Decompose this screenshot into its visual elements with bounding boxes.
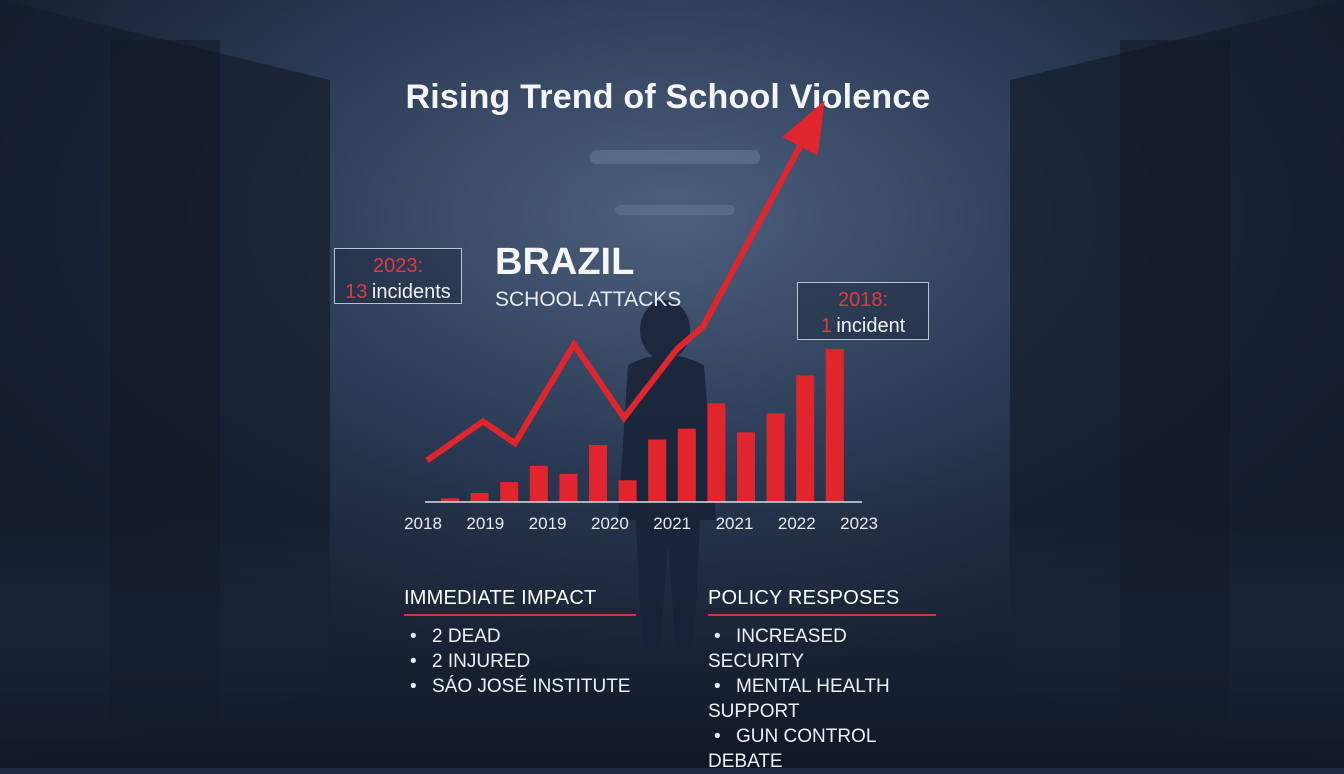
bar — [677, 428, 696, 502]
bar — [559, 473, 578, 502]
panel-impact: IMMEDIATE IMPACT • 2 DEAD • 2 INJURED • SÁO… — [404, 587, 636, 699]
bar — [648, 439, 667, 502]
x-tick-label: 2021 — [653, 514, 691, 533]
bar — [589, 444, 607, 502]
bullet-icon: • — [714, 626, 721, 647]
brand-block: BRAZIL SCHOOL ATTACKS — [495, 240, 681, 312]
bullet-icon: • — [410, 626, 417, 647]
list-item: • INCREASED SECURITY — [708, 626, 847, 672]
bar — [766, 413, 785, 502]
callout-2023-year: 2023: — [372, 255, 424, 277]
x-tick-label: 2020 — [591, 514, 629, 533]
trend-arrowhead — [782, 100, 825, 156]
bar — [618, 480, 637, 502]
bullet-icon: • — [410, 676, 417, 697]
bar — [825, 349, 844, 502]
list-item: • SÁO JOSÉ INSTITUTE — [404, 674, 636, 699]
panel-policy-heading: POLICY RESPOSES — [708, 587, 936, 616]
bar-series — [441, 349, 844, 502]
bar — [737, 432, 755, 502]
brand-country: BRAZIL — [495, 241, 635, 283]
callout-2018: 2018: 1 incident — [797, 282, 929, 340]
x-tick-label: 2019 — [529, 514, 567, 533]
trend-line — [425, 144, 803, 463]
bar — [441, 498, 459, 502]
callout-2023-count: 13 — [345, 281, 368, 303]
callout-2018-year: 2018: — [837, 289, 889, 311]
x-tick-label: 2019 — [466, 514, 504, 533]
bar — [529, 465, 548, 502]
panel-policy: POLICY RESPOSES • INCREASED SECURITY • MEN… — [708, 587, 936, 774]
bar — [796, 375, 815, 502]
bullet-icon: • — [410, 651, 417, 672]
callout-2018-count: 1 — [820, 315, 832, 337]
x-tick-label: 2021 — [716, 514, 754, 533]
bar — [707, 403, 726, 502]
callout-2023-label: incidents — [371, 281, 451, 303]
bar — [470, 492, 489, 502]
callout-2023: 2023: 13 incidents — [334, 248, 462, 304]
list-item: • MENTAL HEALTH SUPPORT — [708, 676, 890, 722]
bar — [500, 482, 519, 502]
list-item: • GUN CONTROL DEBATE — [708, 726, 876, 772]
x-tick-label: 2023 — [840, 514, 878, 533]
x-tick-label: 2018 — [404, 514, 442, 533]
x-axis-ticks: 2018 2019 2019 2020 2021 2021 2022 2023 — [404, 514, 878, 533]
callout-2018-label: incident — [836, 315, 906, 337]
panel-impact-heading: IMMEDIATE IMPACT — [404, 587, 636, 616]
list-item: • 2 INJURED — [404, 649, 636, 674]
bullet-icon: • — [714, 726, 721, 747]
chart-title: Rising Trend of School Violence — [405, 78, 931, 116]
list-item: • 2 DEAD — [404, 624, 636, 649]
bullet-icon: • — [714, 676, 721, 697]
x-tick-label: 2022 — [778, 514, 816, 533]
brand-subtitle: SCHOOL ATTACKS — [495, 288, 682, 311]
